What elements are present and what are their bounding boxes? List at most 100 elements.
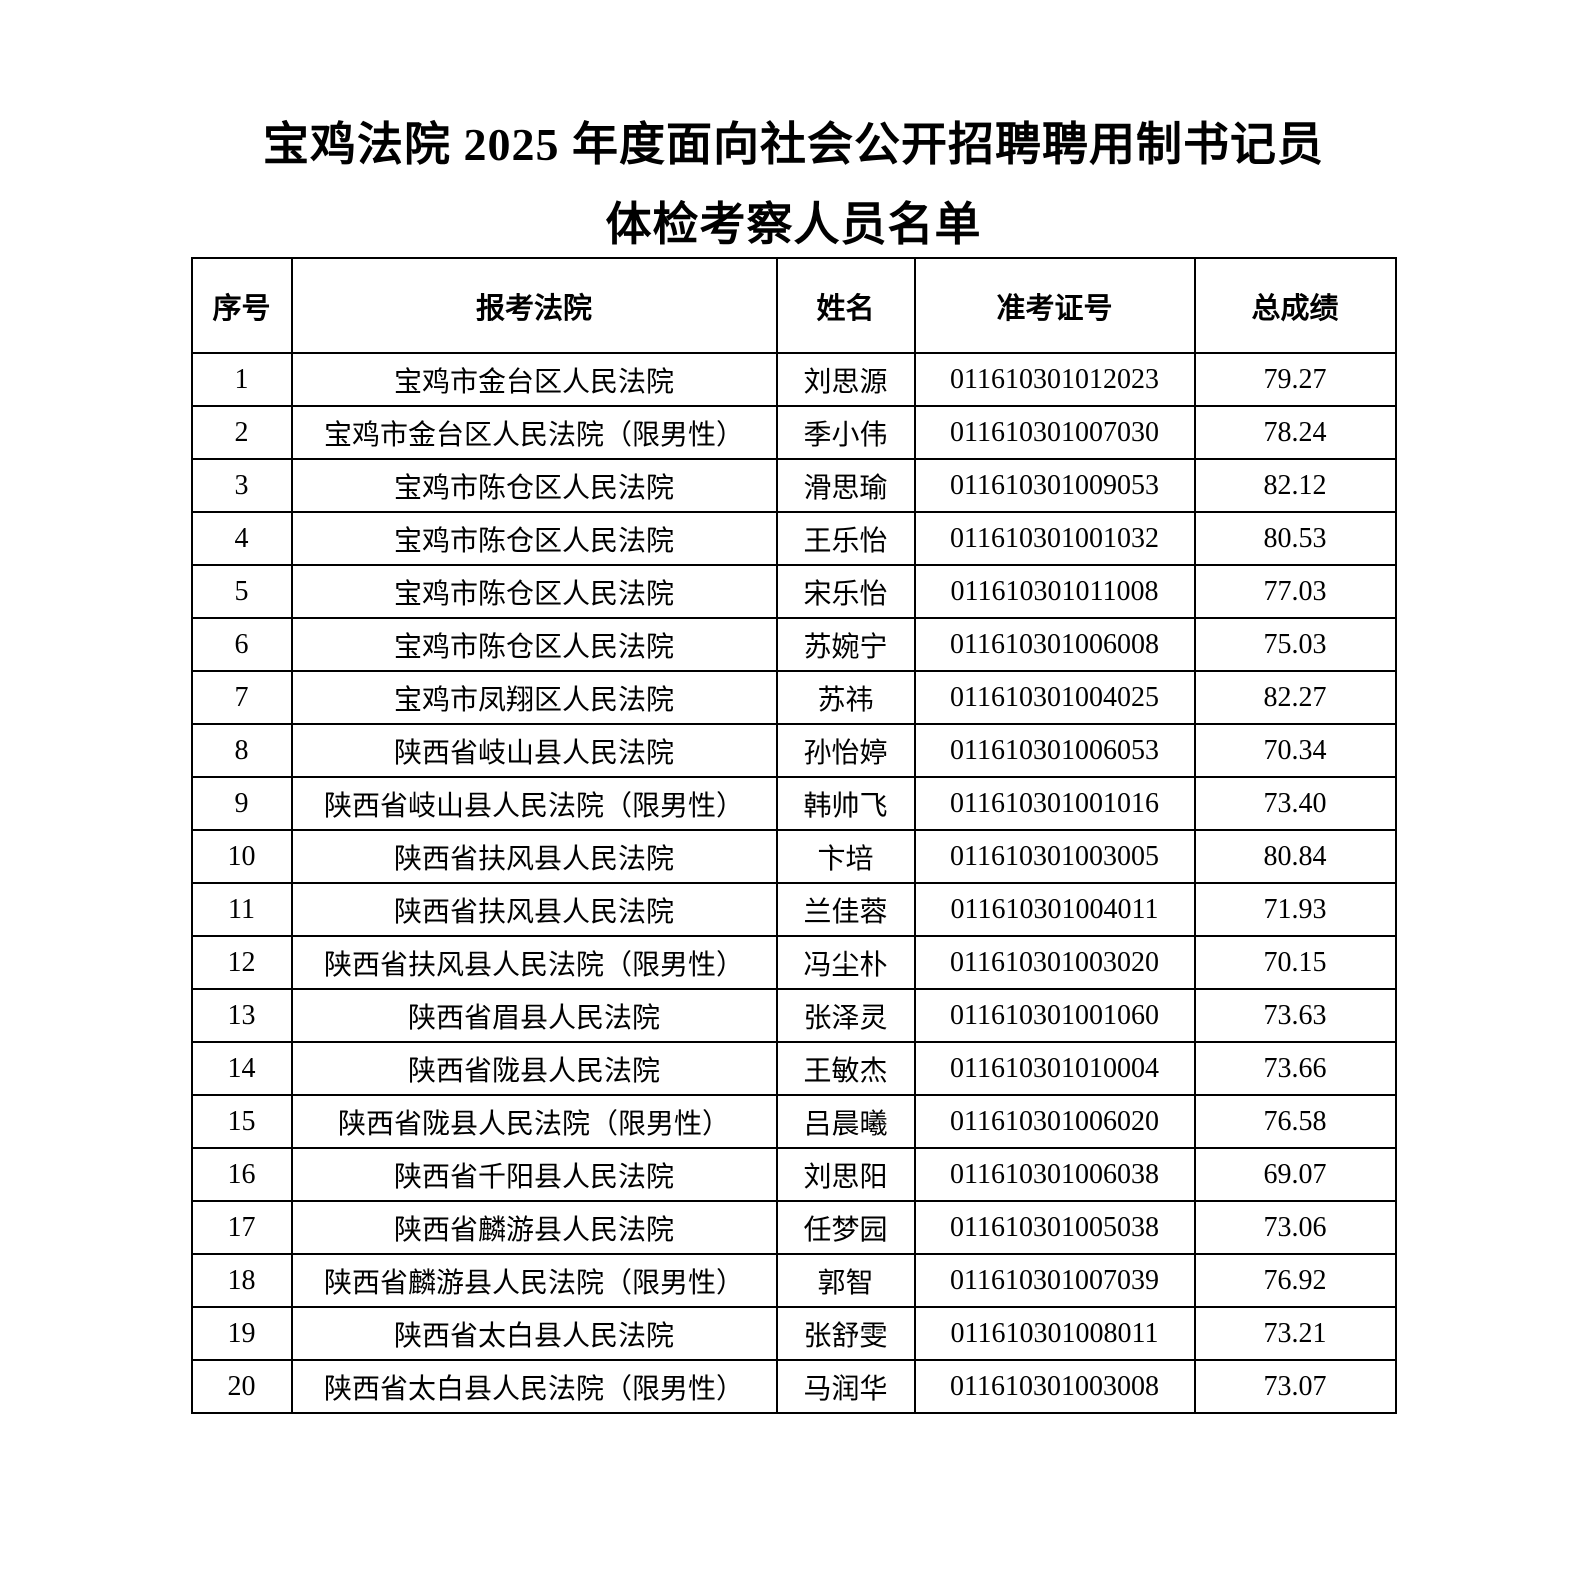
cell-total-score: 73.06 — [1193, 1200, 1397, 1255]
cell-candidate-name: 张泽灵 — [775, 988, 916, 1043]
table-row: 15 陕西省陇县人民法院（限男性） 吕晨曦 011610301006020 76… — [190, 1094, 1397, 1149]
cell-candidate-name: 宋乐怡 — [775, 564, 916, 619]
cell-ticket-number: 011610301001016 — [913, 776, 1196, 831]
cell-serial-number: 13 — [190, 988, 293, 1043]
cell-serial-number: 8 — [190, 723, 293, 778]
cell-ticket-number: 011610301006053 — [913, 723, 1196, 778]
cell-serial-number: 5 — [190, 564, 293, 619]
cell-candidate-name: 苏婉宁 — [775, 617, 916, 672]
cell-total-score: 73.40 — [1193, 776, 1397, 831]
table-row: 9 陕西省岐山县人民法院（限男性） 韩帅飞 011610301001016 73… — [190, 776, 1397, 831]
cell-applied-court: 宝鸡市陈仓区人民法院 — [290, 564, 778, 619]
cell-serial-number: 6 — [190, 617, 293, 672]
cell-total-score: 80.53 — [1193, 511, 1397, 566]
table-row: 11 陕西省扶风县人民法院 兰佳蓉 011610301004011 71.93 — [190, 882, 1397, 937]
cell-applied-court: 陕西省陇县人民法院 — [290, 1041, 778, 1096]
cell-serial-number: 14 — [190, 1041, 293, 1096]
header-candidate-name: 姓名 — [775, 257, 916, 354]
candidate-roster-table: 序号 报考法院 姓名 准考证号 总成绩 1 宝鸡市金台区人民法院 刘思源 011… — [190, 257, 1397, 1414]
cell-applied-court: 陕西省岐山县人民法院（限男性） — [290, 776, 778, 831]
cell-total-score: 82.27 — [1193, 670, 1397, 725]
cell-serial-number: 18 — [190, 1253, 293, 1308]
cell-total-score: 71.93 — [1193, 882, 1397, 937]
cell-applied-court: 陕西省扶风县人民法院 — [290, 829, 778, 884]
cell-candidate-name: 郭智 — [775, 1253, 916, 1308]
table-row: 10 陕西省扶风县人民法院 卞培 011610301003005 80.84 — [190, 829, 1397, 884]
cell-applied-court: 宝鸡市陈仓区人民法院 — [290, 511, 778, 566]
cell-serial-number: 2 — [190, 405, 293, 460]
cell-total-score: 73.63 — [1193, 988, 1397, 1043]
table-row: 17 陕西省麟游县人民法院 任梦园 011610301005038 73.06 — [190, 1200, 1397, 1255]
table-row: 2 宝鸡市金台区人民法院（限男性） 季小伟 011610301007030 78… — [190, 405, 1397, 460]
cell-ticket-number: 011610301003008 — [913, 1359, 1196, 1414]
table-row: 1 宝鸡市金台区人民法院 刘思源 011610301012023 79.27 — [190, 352, 1397, 407]
cell-serial-number: 17 — [190, 1200, 293, 1255]
table-header-row: 序号 报考法院 姓名 准考证号 总成绩 — [190, 257, 1397, 354]
cell-applied-court: 宝鸡市金台区人民法院（限男性） — [290, 405, 778, 460]
cell-ticket-number: 011610301009053 — [913, 458, 1196, 513]
cell-applied-court: 陕西省太白县人民法院 — [290, 1306, 778, 1361]
cell-ticket-number: 011610301007030 — [913, 405, 1196, 460]
cell-applied-court: 陕西省眉县人民法院 — [290, 988, 778, 1043]
header-ticket-number: 准考证号 — [913, 257, 1196, 354]
cell-serial-number: 4 — [190, 511, 293, 566]
cell-serial-number: 16 — [190, 1147, 293, 1202]
cell-applied-court: 宝鸡市金台区人民法院 — [290, 352, 778, 407]
table-row: 3 宝鸡市陈仓区人民法院 滑思瑜 011610301009053 82.12 — [190, 458, 1397, 513]
cell-applied-court: 陕西省麟游县人民法院（限男性） — [290, 1253, 778, 1308]
cell-candidate-name: 孙怡婷 — [775, 723, 916, 778]
cell-applied-court: 宝鸡市陈仓区人民法院 — [290, 617, 778, 672]
cell-total-score: 73.66 — [1193, 1041, 1397, 1096]
table-row: 19 陕西省太白县人民法院 张舒雯 011610301008011 73.21 — [190, 1306, 1397, 1361]
cell-serial-number: 9 — [190, 776, 293, 831]
cell-candidate-name: 刘思阳 — [775, 1147, 916, 1202]
cell-total-score: 75.03 — [1193, 617, 1397, 672]
cell-ticket-number: 011610301008011 — [913, 1306, 1196, 1361]
cell-total-score: 76.58 — [1193, 1094, 1397, 1149]
table-row: 14 陕西省陇县人民法院 王敏杰 011610301010004 73.66 — [190, 1041, 1397, 1096]
cell-ticket-number: 011610301006020 — [913, 1094, 1196, 1149]
table-row: 4 宝鸡市陈仓区人民法院 王乐怡 011610301001032 80.53 — [190, 511, 1397, 566]
table-row: 18 陕西省麟游县人民法院（限男性） 郭智 011610301007039 76… — [190, 1253, 1397, 1308]
cell-candidate-name: 季小伟 — [775, 405, 916, 460]
cell-ticket-number: 011610301011008 — [913, 564, 1196, 619]
cell-total-score: 80.84 — [1193, 829, 1397, 884]
cell-total-score: 77.03 — [1193, 564, 1397, 619]
header-serial-number: 序号 — [190, 257, 293, 354]
cell-applied-court: 陕西省岐山县人民法院 — [290, 723, 778, 778]
cell-total-score: 73.07 — [1193, 1359, 1397, 1414]
table-row: 16 陕西省千阳县人民法院 刘思阳 011610301006038 69.07 — [190, 1147, 1397, 1202]
cell-ticket-number: 011610301004025 — [913, 670, 1196, 725]
cell-serial-number: 10 — [190, 829, 293, 884]
cell-applied-court: 宝鸡市凤翔区人民法院 — [290, 670, 778, 725]
cell-serial-number: 19 — [190, 1306, 293, 1361]
cell-applied-court: 陕西省扶风县人民法院（限男性） — [290, 935, 778, 990]
cell-candidate-name: 卞培 — [775, 829, 916, 884]
cell-ticket-number: 011610301006038 — [913, 1147, 1196, 1202]
table-row: 7 宝鸡市凤翔区人民法院 苏祎 011610301004025 82.27 — [190, 670, 1397, 725]
cell-total-score: 79.27 — [1193, 352, 1397, 407]
cell-candidate-name: 任梦园 — [775, 1200, 916, 1255]
table-row: 6 宝鸡市陈仓区人民法院 苏婉宁 011610301006008 75.03 — [190, 617, 1397, 672]
cell-candidate-name: 苏祎 — [775, 670, 916, 725]
header-total-score: 总成绩 — [1193, 257, 1397, 354]
table-row: 20 陕西省太白县人民法院（限男性） 马润华 011610301003008 7… — [190, 1359, 1397, 1414]
cell-candidate-name: 刘思源 — [775, 352, 916, 407]
cell-candidate-name: 王乐怡 — [775, 511, 916, 566]
cell-serial-number: 11 — [190, 882, 293, 937]
cell-serial-number: 1 — [190, 352, 293, 407]
cell-serial-number: 12 — [190, 935, 293, 990]
cell-applied-court: 陕西省太白县人民法院（限男性） — [290, 1359, 778, 1414]
cell-total-score: 69.07 — [1193, 1147, 1397, 1202]
cell-total-score: 82.12 — [1193, 458, 1397, 513]
cell-serial-number: 3 — [190, 458, 293, 513]
cell-ticket-number: 011610301012023 — [913, 352, 1196, 407]
table-row: 12 陕西省扶风县人民法院（限男性） 冯尘朴 011610301003020 7… — [190, 935, 1397, 990]
cell-total-score: 70.34 — [1193, 723, 1397, 778]
cell-ticket-number: 011610301003005 — [913, 829, 1196, 884]
cell-serial-number: 15 — [190, 1094, 293, 1149]
cell-candidate-name: 兰佳蓉 — [775, 882, 916, 937]
cell-applied-court: 陕西省扶风县人民法院 — [290, 882, 778, 937]
cell-candidate-name: 王敏杰 — [775, 1041, 916, 1096]
